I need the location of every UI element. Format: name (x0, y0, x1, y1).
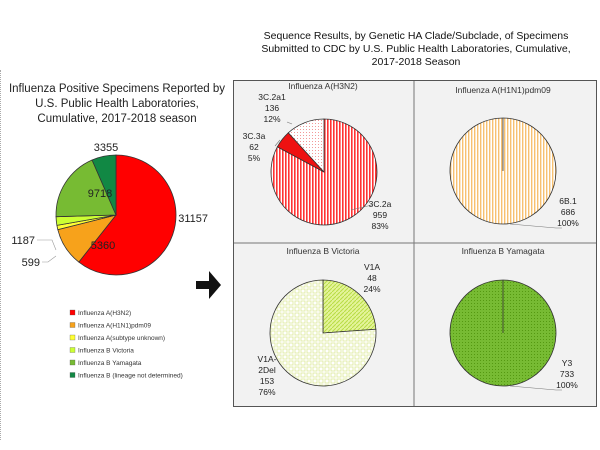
right-title-line: Submitted to CDC by U.S. Public Health L… (261, 43, 571, 55)
subchart-data-label: 12% (263, 114, 280, 124)
left-title-line: U.S. Public Health Laboratories, (35, 98, 199, 110)
leader-line (509, 223, 562, 229)
leader-line (350, 204, 373, 211)
subchart-data-label: V1A (364, 262, 380, 272)
subchart-data-label: 2Del (258, 365, 276, 375)
subchart-data-label: Y3 (562, 358, 573, 368)
subchart-data-label: 83% (371, 221, 388, 231)
subchart-data-label: 3C.3a (243, 131, 266, 141)
subchart-data-label: 6B.1 (559, 196, 577, 206)
subchart-data-label: 686 (561, 207, 575, 217)
overview-data-label: 31157 (178, 213, 208, 225)
subchart-data-label: V1A- (258, 354, 277, 364)
legend-swatch (69, 372, 76, 378)
legend-item: Influenza A(subtype unknown) (78, 335, 165, 342)
overview-pie-slice (78, 154, 177, 276)
legend-swatch (69, 347, 76, 353)
overview-data-label: 3355 (94, 142, 118, 154)
right-chart-title: Sequence Results, by Genetic HA Clade/Su… (238, 30, 594, 69)
subchart-data-label: 3C.2a1 (258, 92, 286, 102)
arrow-icon (196, 271, 221, 299)
subchart-data-label: 136 (265, 103, 279, 113)
legend-item: Influenza B (lineage not determined) (78, 373, 183, 380)
left-title-line: Influenza Positive Specimens Reported by (8, 83, 226, 95)
leader-line (274, 139, 281, 147)
right-title-line: Sequence Results, by Genetic HA Clade/Su… (263, 30, 569, 42)
subchart-title: Influenza B Yamagata (462, 246, 545, 256)
right-title-line: 2017-2018 Season (371, 56, 461, 68)
leader-line (509, 385, 562, 391)
overview-data-label: 1187 (11, 235, 35, 247)
subchart-data-label: 3C.2a (369, 199, 392, 209)
leader-line (286, 121, 293, 125)
subchart-data-label: 733 (560, 369, 574, 379)
leader-line (37, 239, 57, 251)
legend-swatch (69, 322, 76, 328)
subchart-data-label: 959 (373, 210, 387, 220)
subchart-data-label: 76% (258, 387, 275, 397)
subchart-title: Influenza A(H1N1)pdm09 (455, 85, 551, 95)
overview-data-label: 599 (22, 257, 40, 269)
subchart-data-label: 153 (260, 376, 274, 386)
overview-data-label: 5360 (91, 240, 115, 252)
left-chart-title: Influenza Positive Specimens Reported by… (8, 82, 226, 127)
subchart-pie-slice (269, 279, 377, 387)
subchart-data-label: 48 (367, 273, 377, 283)
subchart-data-label: 5% (248, 153, 261, 163)
left-panel-border (0, 70, 1, 440)
legend-swatch (69, 334, 76, 341)
leader-line (42, 255, 57, 263)
legend-item: Influenza B Yamagata (78, 360, 142, 367)
subchart-title: Influenza B Victoria (286, 246, 359, 256)
legend-item: Influenza B Victoria (78, 348, 134, 355)
subchart-data-label: 62 (249, 142, 259, 152)
left-title-line: Cumulative, 2017-2018 season (37, 113, 197, 125)
overview-data-label: 9718 (88, 188, 112, 200)
overview-pie-slice (55, 159, 117, 218)
legend-swatch (69, 309, 76, 316)
subchart-data-label: 100% (557, 218, 579, 228)
legend-swatch (69, 359, 76, 366)
legend-item: Influenza A(H1N1)pdm09 (78, 323, 151, 330)
subchart-pie-slice (287, 118, 325, 174)
overview-pie-slice (91, 154, 117, 216)
subchart-data-label: 24% (363, 284, 380, 294)
subchart-pie-slice (322, 279, 377, 334)
legend-item: Influenza A(H3N2) (78, 310, 131, 317)
subchart-title: Influenza A(H3N2) (288, 81, 358, 91)
subchart-data-label: 100% (556, 380, 578, 390)
